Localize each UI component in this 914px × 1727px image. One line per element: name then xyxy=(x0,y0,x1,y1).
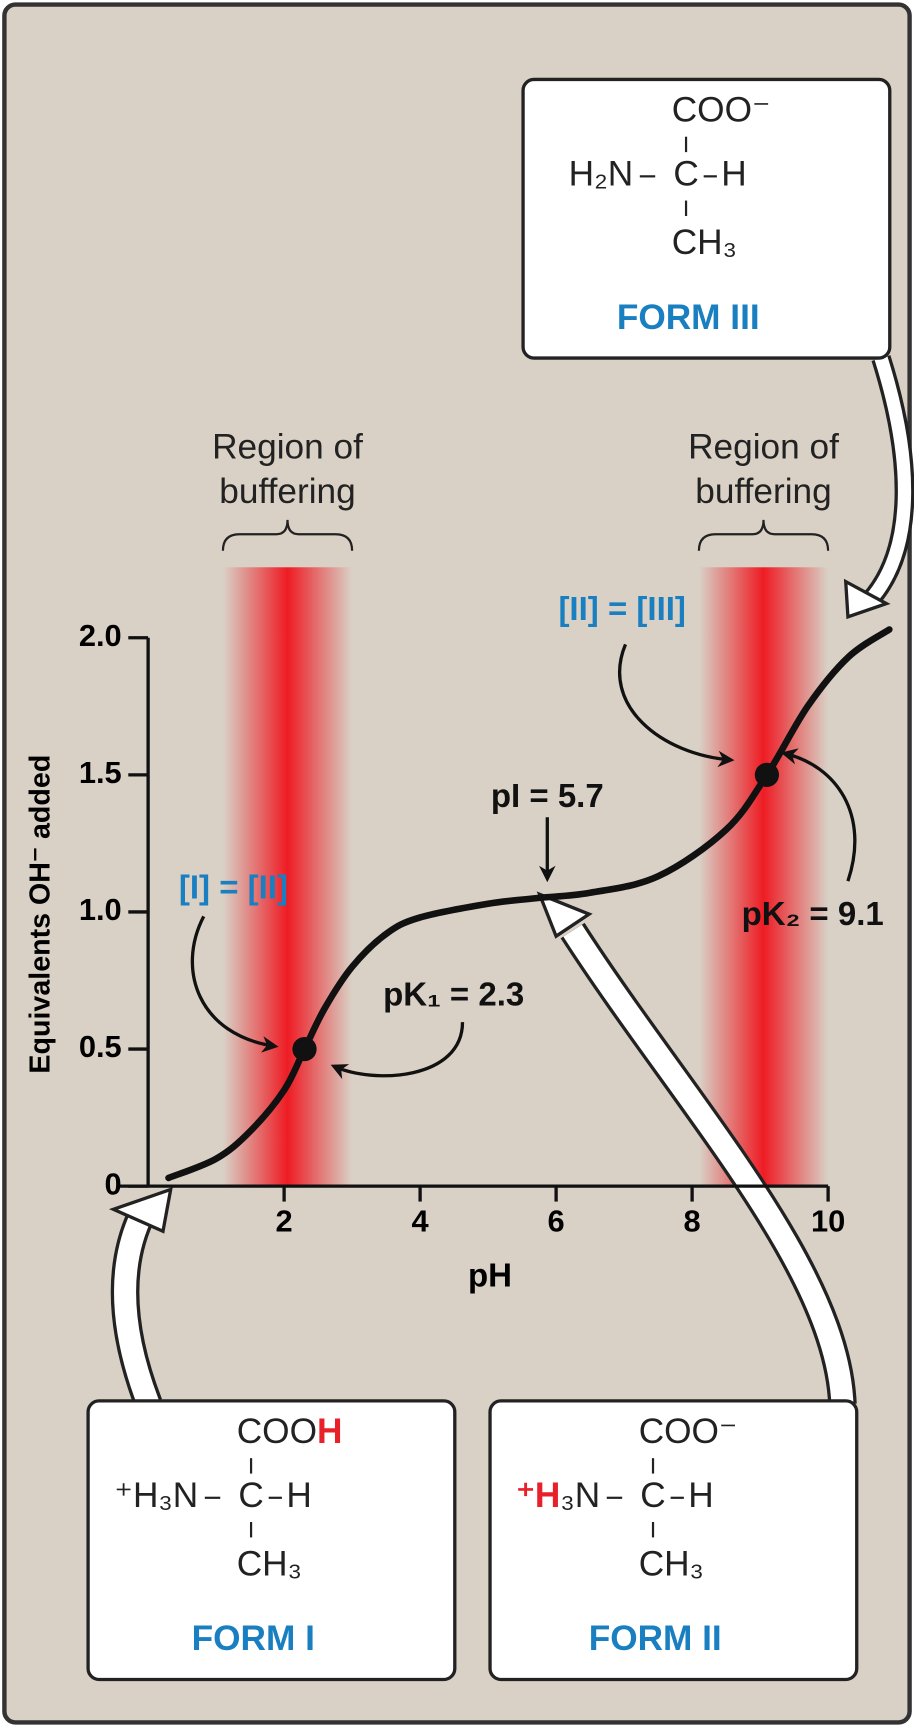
annotation: pK₁ = 2.3 xyxy=(383,975,524,1012)
y-tick-label: 1.0 xyxy=(79,892,122,927)
annotation: [I] = [II] xyxy=(179,869,288,906)
form-label: FORM III xyxy=(617,298,760,337)
annotation: pI = 5.7 xyxy=(491,777,604,814)
form-box: COO⁻ ⁺H₃N C H CH₃ FORM II xyxy=(488,1399,859,1682)
formula-bottom: CH₃ xyxy=(672,223,737,262)
form-arrow xyxy=(563,924,854,1405)
arrow xyxy=(618,643,735,768)
arrowhead xyxy=(108,1186,173,1234)
x-tick-label: 6 xyxy=(548,1204,565,1239)
formula-segment: COO xyxy=(237,1412,317,1451)
form-card xyxy=(521,77,892,360)
formula-right: H xyxy=(688,1476,713,1515)
x-tick-label: 4 xyxy=(412,1204,429,1239)
arrow xyxy=(780,748,857,882)
formula-right: H xyxy=(286,1476,311,1515)
arrow xyxy=(330,1022,465,1080)
buffer-band xyxy=(698,567,829,1187)
formula-center: C xyxy=(673,155,698,194)
arrowhead xyxy=(536,891,593,939)
formula-segment: COO⁻ xyxy=(672,91,771,130)
form-arrow xyxy=(864,356,912,605)
y-tick-label: 0.5 xyxy=(79,1029,122,1064)
y-axis-label: Equivalents OH⁻ added xyxy=(24,755,56,1074)
y-tick-label: 2.0 xyxy=(79,618,122,653)
formula-bottom: CH₃ xyxy=(639,1544,704,1583)
formula-segment: ⁺H₃N xyxy=(114,1476,198,1515)
formula-part: COO⁻ xyxy=(639,1412,738,1451)
form-label: FORM I xyxy=(192,1619,315,1658)
formula-segment: COO⁻ xyxy=(639,1412,738,1451)
formula-part: ⁺H₃N xyxy=(516,1476,600,1515)
y-tick-label: 0 xyxy=(105,1166,122,1201)
pk-point xyxy=(754,762,780,787)
form-arrow xyxy=(114,1206,159,1409)
formula-part: H₂N xyxy=(569,155,634,194)
formula-bottom: CH₃ xyxy=(237,1544,302,1583)
x-tick-label: 2 xyxy=(276,1204,293,1239)
formula-center: C xyxy=(238,1476,263,1515)
pk-point xyxy=(292,1036,317,1062)
region-label: Region of xyxy=(688,428,839,467)
x-tick-label: 8 xyxy=(684,1204,701,1239)
y-tick-label: 1.5 xyxy=(79,755,122,790)
x-axis-label: pH xyxy=(468,1256,512,1293)
pointer-arrows xyxy=(190,643,857,1080)
form-label: FORM II xyxy=(589,1619,722,1658)
annotation: [II] = [III] xyxy=(558,590,685,627)
formula-part: ⁺H₃N xyxy=(114,1476,198,1515)
arrowhead xyxy=(843,578,891,620)
form-card xyxy=(86,1399,457,1682)
x-tick-label: 10 xyxy=(811,1204,845,1239)
formula-center: C xyxy=(640,1476,665,1515)
form-card xyxy=(488,1399,859,1682)
titration-curve xyxy=(165,626,893,1182)
region-label: Region of xyxy=(212,428,363,467)
region-label: buffering xyxy=(219,472,355,511)
formula-part: COOH xyxy=(237,1412,343,1451)
formula-segment: H xyxy=(317,1412,342,1451)
formula-right: H xyxy=(721,155,746,194)
region-label: buffering xyxy=(695,472,831,511)
annotation: pK₂ = 9.1 xyxy=(742,895,884,932)
formula-segment: ₃N xyxy=(560,1476,600,1515)
formula-segment: ⁺H xyxy=(516,1476,560,1515)
form-arrows xyxy=(108,355,914,1410)
formula-segment: H₂N xyxy=(569,155,634,194)
arrow xyxy=(190,915,279,1053)
form-box: COO⁻ H₂N C H CH₃ FORM III xyxy=(521,77,892,360)
formula-part: COO⁻ xyxy=(672,91,771,130)
